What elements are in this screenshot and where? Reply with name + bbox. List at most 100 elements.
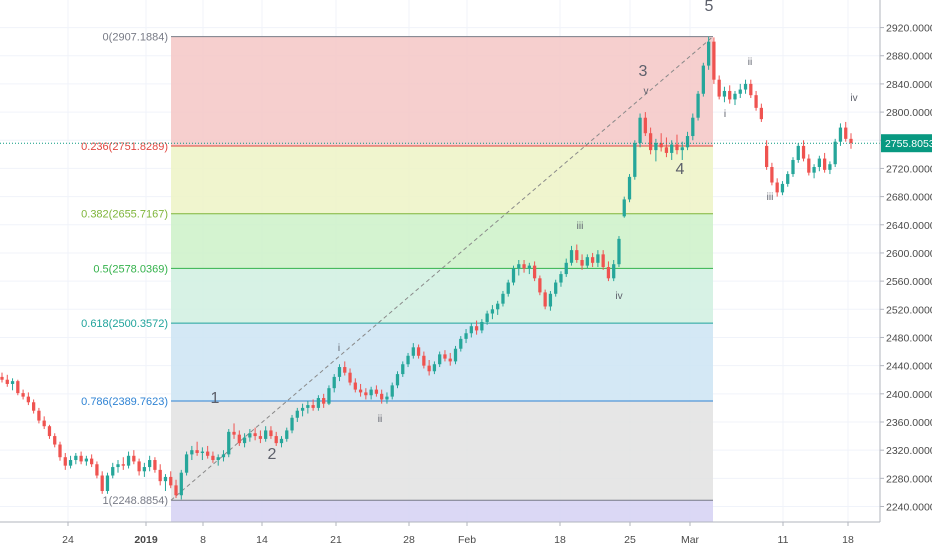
candle-body (269, 430, 273, 437)
price-tick-label: 2920.0000 (886, 23, 932, 35)
candle-body (190, 450, 194, 455)
wave-label: ii (378, 414, 382, 425)
candle-body (169, 476, 173, 486)
candle-body (638, 117, 642, 144)
fib-level-label: 0.5(2578.0369) (93, 263, 168, 275)
wave-label: 5 (705, 0, 714, 15)
candle-body (401, 364, 405, 375)
wave-label: i (338, 343, 340, 354)
wave-label: 1 (211, 390, 220, 407)
wave-label: iv (615, 291, 622, 302)
candle-body (427, 365, 431, 372)
candle-body (47, 426, 52, 437)
candle-body (184, 454, 189, 473)
fib-zone (171, 146, 713, 214)
fib-level-label: 0.786(2389.7623) (81, 396, 168, 408)
fib-level-label: 1(2248.8854) (103, 495, 168, 507)
candle-body (253, 433, 257, 437)
candle-body (211, 455, 215, 461)
candle-body (279, 438, 284, 444)
candle-body (385, 396, 389, 400)
candle-body (111, 467, 115, 476)
candle-body (464, 333, 468, 339)
candle-body (807, 158, 811, 173)
candle-body (775, 182, 779, 193)
candle-body (148, 460, 152, 468)
time-tick-label: Feb (458, 534, 476, 546)
candle-body (685, 136, 690, 148)
candle-body (74, 455, 78, 461)
candle-body (580, 259, 584, 266)
candle-body (691, 117, 695, 137)
candle-body (311, 405, 315, 408)
candle-body (522, 264, 526, 269)
current-price-label: 2755.8053 (885, 138, 932, 150)
price-tick-label: 2600.0000 (886, 248, 932, 260)
candle-body (300, 407, 305, 411)
candle-body (163, 476, 168, 482)
candle-body (780, 183, 785, 193)
candle-body (622, 199, 626, 217)
price-tick-label: 2280.0000 (886, 473, 932, 485)
candle-body (353, 382, 357, 390)
candle-body (137, 461, 141, 472)
candle-body (706, 41, 711, 66)
wave-label: iv (850, 93, 857, 104)
candle-body (411, 347, 415, 356)
candle-body (53, 436, 57, 445)
time-tick-label: 18 (842, 534, 854, 546)
candle-body (121, 464, 125, 466)
candle-body (322, 398, 326, 404)
candle-body (0, 376, 4, 380)
candle-body (95, 464, 99, 476)
candle-body (153, 460, 157, 470)
candle-body (264, 430, 268, 439)
candle-body (5, 379, 9, 384)
fib-zone (171, 268, 713, 324)
candle-body (728, 90, 732, 100)
fib-level-label: 0.382(2655.7167) (81, 209, 168, 221)
price-tick-label: 2360.0000 (886, 417, 932, 429)
candle-body (733, 93, 737, 100)
fib-zone (171, 36, 713, 147)
time-axis[interactable]: 24 2019 8 14 21 28 Feb 18 25 Mar 11 18 (0, 521, 932, 550)
fib-level-label: 0.236(2751.8289) (81, 141, 168, 153)
candle-body (216, 457, 220, 461)
price-tick-label: 2480.0000 (886, 332, 932, 344)
candle-body (10, 381, 15, 384)
candle-body (844, 127, 848, 139)
candle-body (68, 460, 73, 466)
candle-body (459, 338, 463, 349)
candle-body (158, 469, 162, 482)
candle-body (195, 450, 199, 453)
candle-body (380, 393, 384, 400)
candle-body (90, 458, 94, 465)
price-axis-bg (880, 0, 932, 550)
candle-body (16, 381, 20, 394)
candle-body (828, 164, 832, 170)
candle-body (696, 93, 700, 118)
fib-zone (171, 500, 713, 523)
candle-body (838, 127, 843, 142)
time-tick-label: 24 (62, 534, 74, 546)
candle-body (675, 144, 679, 151)
candle-body (801, 145, 806, 159)
candle-body (506, 282, 510, 294)
candle-body (496, 303, 500, 310)
candle-body (395, 374, 400, 386)
fib-level-label: 0(2907.1884) (103, 32, 168, 44)
price-axis[interactable]: 2920.00002880.00002840.00002800.00002760… (879, 0, 932, 550)
candle-body (548, 293, 553, 307)
price-tick-label: 2680.0000 (886, 192, 932, 204)
current-price-tag (881, 134, 932, 153)
candle-body (812, 167, 816, 173)
candle-body (79, 455, 83, 462)
candle-body (84, 458, 89, 462)
candle-body (817, 158, 821, 168)
candle-body (348, 372, 352, 383)
fib-zone (171, 323, 713, 402)
fib-retracement[interactable]: 0(2907.1884) 0.236(2751.8289) 0.382(2655.7… (81, 32, 713, 523)
candle-body (564, 262, 568, 275)
candle-body (337, 367, 342, 377)
